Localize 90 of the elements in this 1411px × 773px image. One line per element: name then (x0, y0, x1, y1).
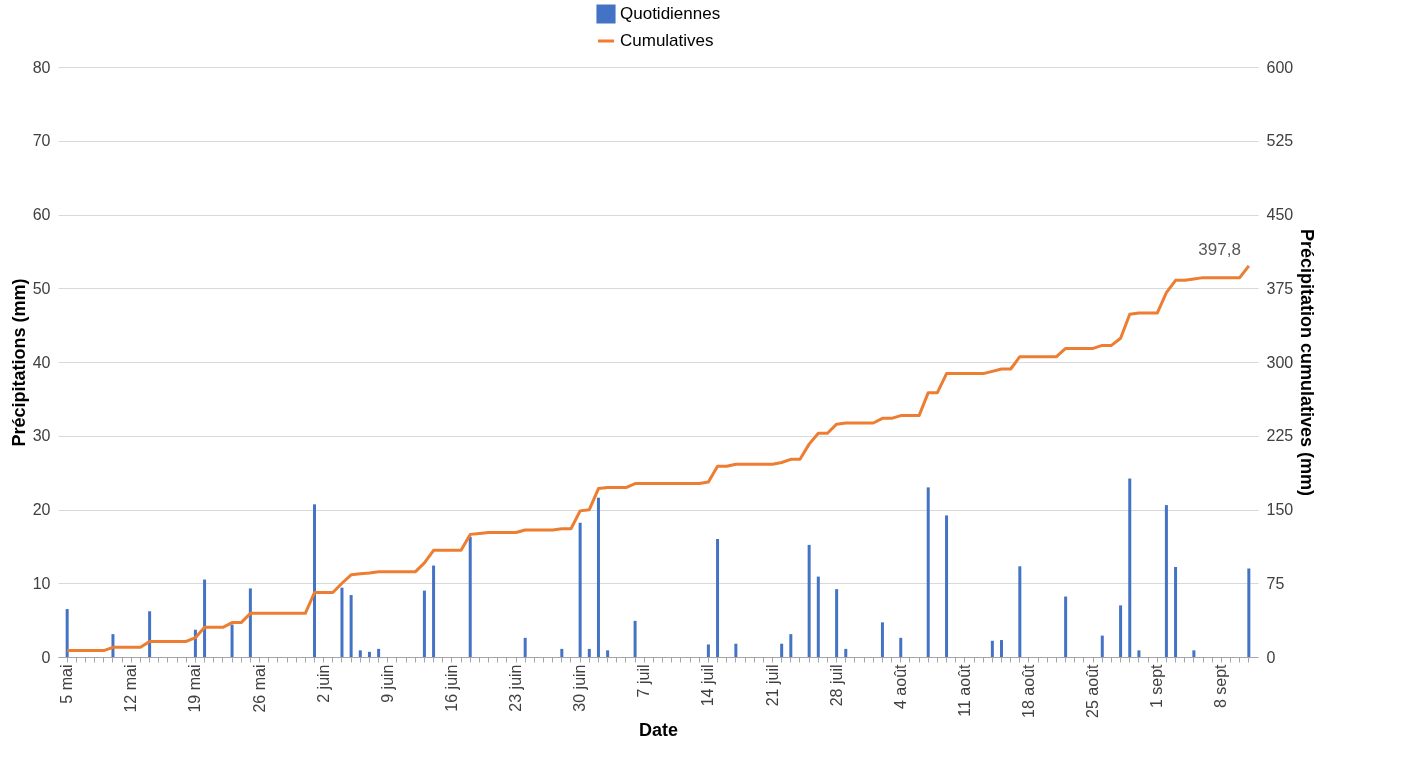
y-axis-title: Précipitations (mm) (8, 278, 29, 447)
bar (596, 497, 600, 657)
bar (990, 640, 994, 657)
bar (716, 539, 720, 657)
bar (468, 536, 472, 657)
bar (844, 648, 848, 657)
bar (816, 576, 820, 657)
bar (422, 590, 426, 657)
y-tick-label: 10 (32, 574, 51, 592)
x-tick-label: 1 sept (1148, 663, 1166, 709)
y2-tick-label: 525 (1266, 132, 1294, 150)
bar (899, 637, 903, 657)
bar (349, 595, 353, 657)
bar (734, 643, 738, 657)
bar (880, 622, 884, 657)
y2-tick-label: 450 (1266, 206, 1294, 223)
x-tick-label: 25 août (1084, 663, 1102, 718)
bar (1000, 640, 1004, 657)
bar (780, 643, 784, 657)
y-tick-label: 40 (32, 353, 51, 371)
bar (1164, 505, 1168, 657)
y-tick-label: 20 (32, 501, 51, 518)
y-tick-label: 30 (32, 427, 51, 445)
x-tick-label: 19 mai (186, 664, 204, 713)
bar (1100, 635, 1104, 657)
legend-label: Quotidiennes (620, 4, 721, 23)
y2-tick-label: 150 (1266, 501, 1294, 518)
bar (230, 624, 234, 657)
y-tick-label: 60 (32, 206, 51, 223)
line-series (65, 264, 1251, 653)
bar (606, 650, 610, 657)
bar (1018, 566, 1022, 657)
bar (945, 515, 949, 657)
x-tick-label: 26 mai (250, 664, 268, 713)
bar (706, 644, 710, 657)
x-tick-label: 11 août (955, 663, 973, 717)
x-tick-label: 28 juil (827, 664, 845, 707)
bar (203, 579, 207, 657)
x-tick-label: 16 juin (442, 664, 460, 712)
x-tick-label: 18 août (1019, 663, 1037, 718)
bar (523, 637, 527, 657)
bar (367, 651, 371, 657)
y-tick-label: 50 (32, 279, 51, 297)
x-tick-label: 12 mai (122, 664, 140, 713)
data-label: 397,8 (1198, 239, 1241, 259)
x-tick-label: 9 juin (378, 664, 396, 703)
bar (560, 648, 564, 657)
x-tick-label: 7 juil (635, 664, 653, 698)
bar (377, 648, 381, 657)
bar (148, 611, 152, 657)
bar (926, 487, 930, 657)
y2-tick-label: 600 (1266, 58, 1294, 76)
bar (633, 620, 637, 657)
bar (432, 565, 436, 657)
y2-tick-label: 375 (1266, 279, 1294, 297)
y2-tick-label: 300 (1266, 353, 1294, 371)
x-axis-title: Date (638, 719, 679, 740)
x-tick-label: 21 juil (763, 664, 781, 707)
bar (340, 587, 344, 657)
x-tick-label: 23 juin (507, 664, 525, 712)
y2-tick-label: 0 (1266, 648, 1276, 666)
x-tick-label: 14 juil (699, 664, 717, 707)
y2-tick-label: 75 (1266, 574, 1285, 592)
bar (1064, 596, 1068, 657)
x-tick-label: 8 sept (1212, 663, 1230, 709)
bar (358, 650, 362, 657)
x-tick-label: 4 août (891, 663, 909, 709)
bar (587, 648, 591, 657)
bar (789, 634, 793, 657)
bar (835, 589, 839, 657)
bar (1128, 478, 1132, 657)
bar (1247, 568, 1251, 657)
bar (65, 609, 69, 657)
x-tick-label: 5 mai (58, 664, 76, 704)
x-tick-label: 30 juin (571, 664, 589, 712)
y-tick-label: 80 (32, 58, 51, 76)
bar (578, 522, 582, 657)
bar (312, 504, 316, 657)
bar (248, 588, 252, 657)
legend-label: Cumulatives (620, 31, 714, 50)
x-tick-label: 2 juin (314, 664, 332, 703)
bar (1192, 650, 1196, 657)
bar (1119, 605, 1123, 657)
y-tick-label: 0 (41, 648, 51, 666)
bar (1137, 650, 1141, 657)
bar (1174, 567, 1178, 657)
y-tick-label: 70 (32, 132, 51, 150)
y2-tick-label: 225 (1266, 427, 1294, 445)
bar (807, 544, 811, 657)
y2-axis-title: Précipitation cumulatives (mm) (1297, 228, 1318, 497)
